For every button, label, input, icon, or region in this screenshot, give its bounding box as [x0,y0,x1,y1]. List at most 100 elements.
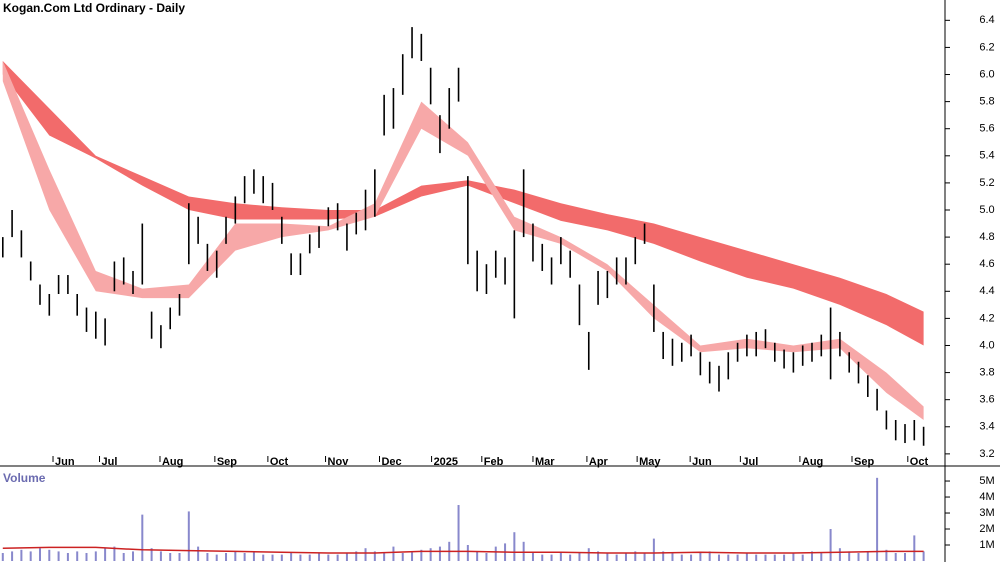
volume-bar [829,529,832,561]
volume-bar [169,553,172,561]
volume-bar [736,554,739,561]
volume-bar [187,511,190,561]
volume-bar [159,551,162,561]
x-tick-label: Apr [589,456,609,468]
volume-bar [708,551,711,561]
volume-bar [336,554,339,561]
volume-bar [299,554,302,561]
volume-bar [671,553,674,561]
x-tick-label: Dec [381,456,401,468]
volume-bar [308,554,311,561]
y-tick-label: 6.4 [979,14,994,26]
volume-bar [643,553,646,561]
volume-bar [876,477,879,561]
y-tick-label: 2M [979,523,994,535]
y-tick-label: 5.2 [979,177,994,189]
x-tick-label: May [639,456,661,468]
volume-bar [597,551,600,561]
volume-bar [745,553,748,561]
y-tick-label: 3.6 [979,394,994,406]
volume-title: Volume [3,471,46,485]
volume-bar [243,553,246,561]
volume-bar [141,514,144,561]
x-tick-label: 2025 [434,456,458,468]
volume-bar [680,554,683,561]
volume-bar [894,553,897,561]
y-tick-label: 6.2 [979,41,994,53]
volume-bar [727,554,730,561]
plot-layer: 3.2 3.4 3.6 3.8 4.0 4.2 4.4 4.6 4.8 5.0 5.2 5.4 5.6 5… [1,14,995,561]
volume-bar [717,554,720,561]
y-tick-label: 5.4 [979,150,994,162]
volume-bar [699,553,702,561]
volume-bar [838,548,841,561]
volume-bar [522,541,525,561]
volume-bar [922,551,925,561]
volume-bar [485,553,488,561]
volume-bar [132,551,135,561]
x-tick-label: Jul [102,456,118,468]
volume-average [2,546,924,554]
volume-bar [615,554,618,561]
volume-bar [85,553,88,561]
volume-bar [755,554,758,561]
volume-bar [420,549,423,561]
x-tick-label: Aug [162,456,183,468]
volume-bar [122,553,125,561]
y-tick-label: 5.8 [979,96,994,108]
x-tick-label: Sep [854,456,874,468]
volume-bar [364,548,367,561]
y-tick-label: 3M [979,507,994,519]
y-tick-label: 3.4 [979,421,994,433]
volume-bar [38,548,41,561]
x-tick-label: Sep [217,456,237,468]
volume-bar [1,553,4,561]
y-tick-label: 4.2 [979,312,994,324]
volume-bar [624,553,627,561]
y-tick-label: 4.8 [979,231,994,243]
volume-bar [262,554,265,561]
volume-bar [866,551,869,561]
volume-bar [578,553,581,561]
volume-bar [857,553,860,561]
x-tick-label: Jun [55,456,75,468]
volume-bar [29,551,32,561]
x-tick-label: Mar [535,456,555,468]
volume-bar [392,546,395,561]
volume-bar [764,554,767,561]
volume-bar [206,553,209,561]
volume-bar [150,548,153,561]
y-tick-label: 4M [979,491,994,503]
y-tick-label: 5.0 [979,204,994,216]
volume-bar [290,553,293,561]
y-tick-label: 3.8 [979,366,994,378]
x-tick-label: Jul [742,456,758,468]
volume-bar [327,554,330,561]
volume-bar [662,551,665,561]
volume-bar [531,553,534,561]
volume-bar [438,546,441,561]
volume-bar [113,546,116,561]
y-tick-label: 4.6 [979,258,994,270]
volume-bar [373,551,376,561]
volume-bar [234,551,237,561]
x-tick-label: Jun [692,456,712,468]
y-tick-label: 5.6 [979,123,994,135]
volume-bar [355,551,358,561]
y-tick-label: 5M [979,475,994,487]
volume-bar [690,554,693,561]
volume-bar [57,551,60,561]
volume-bar [587,548,590,561]
volume-bar [848,551,851,561]
volume-bar [606,553,609,561]
volume-bar [466,545,469,561]
volume-bar [810,551,813,561]
volume-bar [94,551,97,561]
y-tick-label: 4.0 [979,339,994,351]
x-tick-label: Oct [270,456,289,468]
volume-bar [401,553,404,561]
volume-bar [197,546,200,561]
volume-bar [318,553,321,561]
volume-bar [541,554,544,561]
